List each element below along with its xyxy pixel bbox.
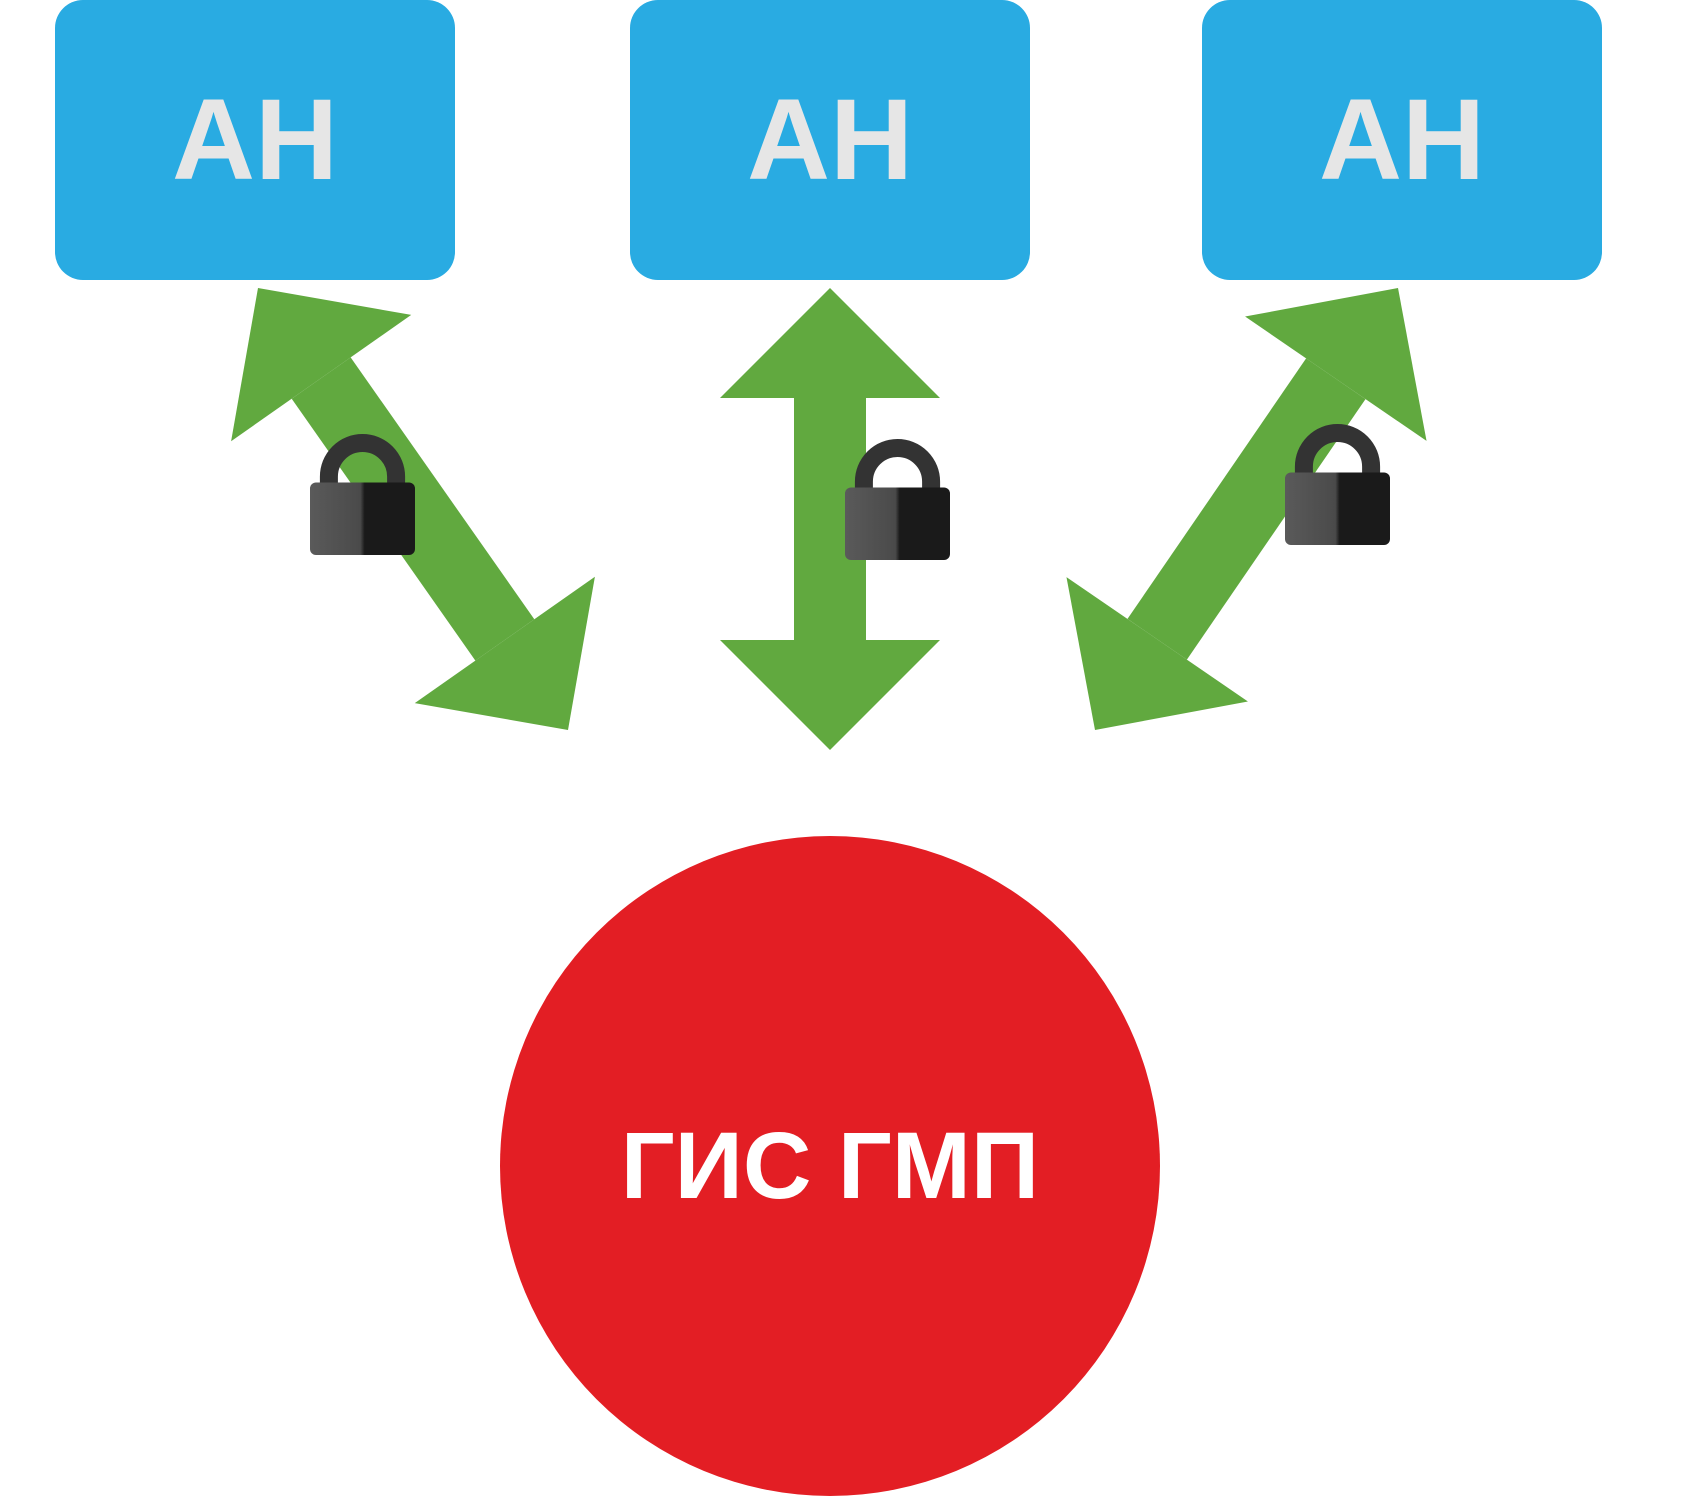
edge: [720, 288, 940, 750]
node-gis-label: ГИС ГМП: [621, 1112, 1039, 1221]
lock-icon: [310, 443, 415, 555]
edge: [231, 288, 595, 730]
node-gis: ГИС ГМП: [500, 836, 1160, 1496]
lock-icon: [1285, 433, 1390, 545]
node-an2: АН: [630, 0, 1030, 280]
node-an1-label: АН: [172, 74, 338, 206]
network-diagram: АН АН АН ГИС ГМП: [0, 0, 1700, 1496]
node-an3-label: АН: [1319, 74, 1485, 206]
node-an1: АН: [55, 0, 455, 280]
node-an3: АН: [1202, 0, 1602, 280]
lock-icon: [845, 448, 950, 560]
node-an2-label: АН: [747, 74, 913, 206]
edge: [1066, 288, 1426, 730]
